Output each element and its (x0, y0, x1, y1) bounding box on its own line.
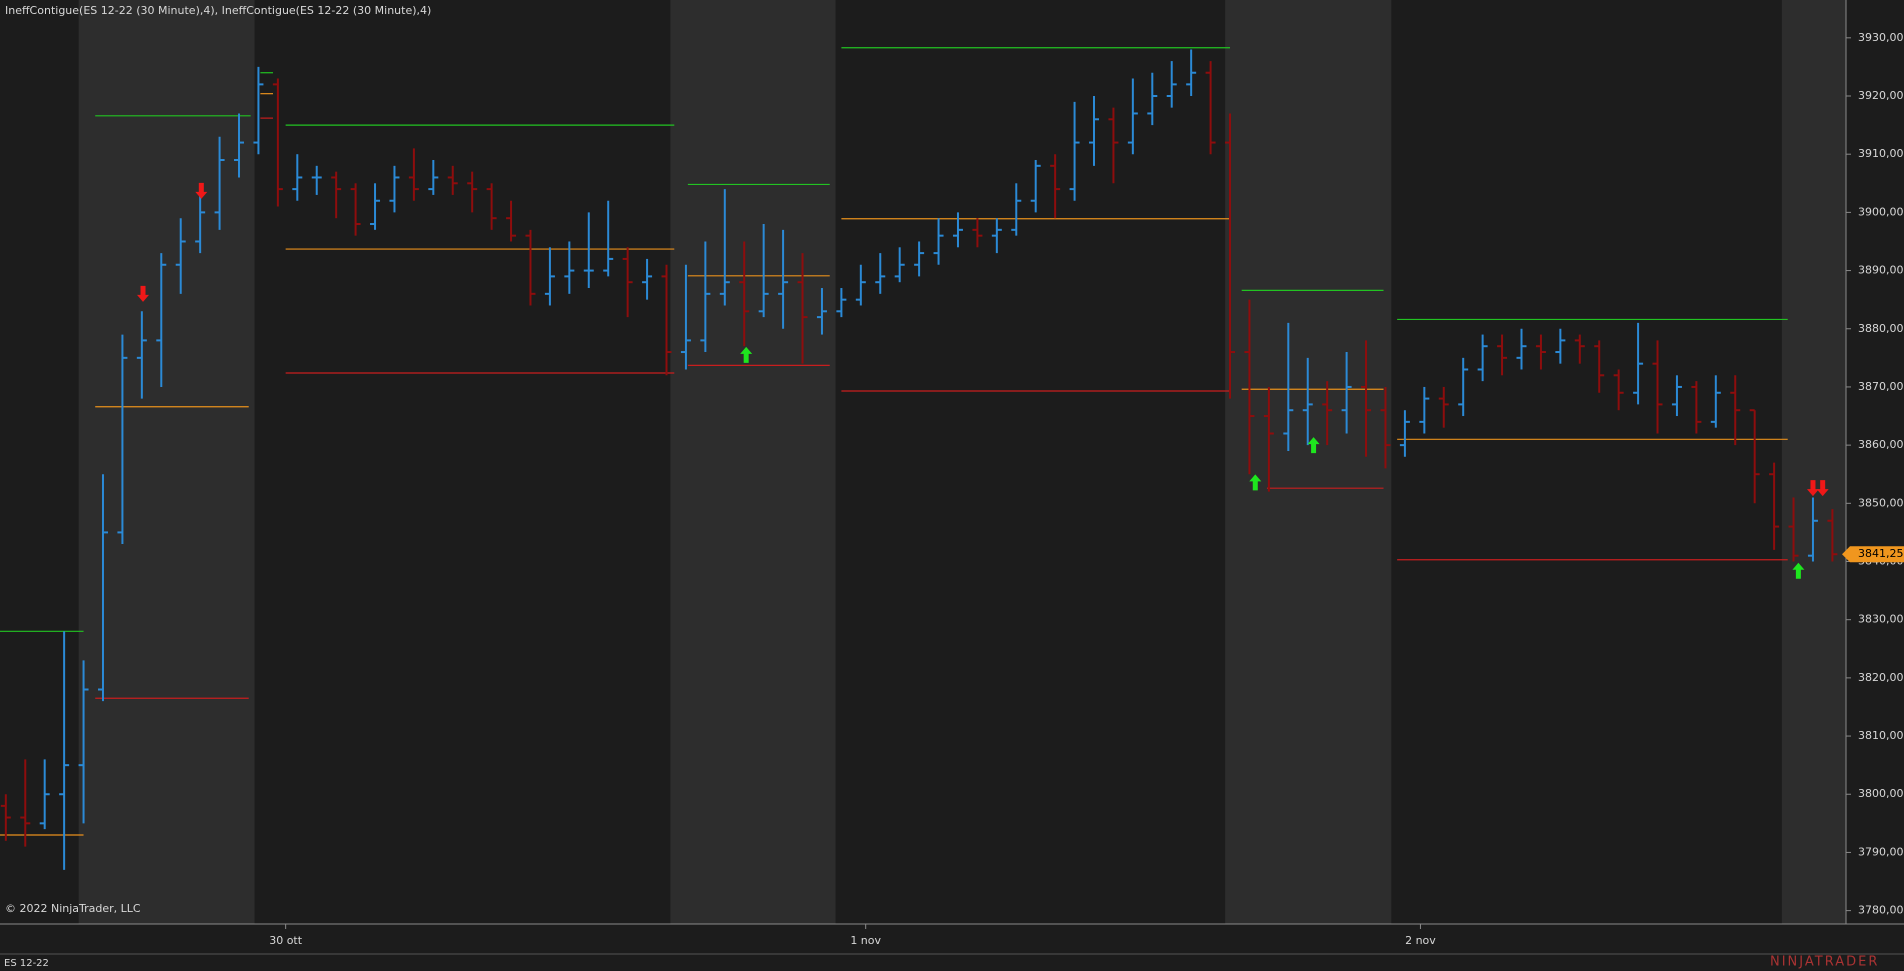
y-tick-label: 3900,00 (1858, 205, 1904, 218)
y-tick-label: 3860,00 (1858, 438, 1904, 451)
y-tick-label: 3910,00 (1858, 147, 1904, 160)
session-band (1781, 0, 1846, 924)
buy-arrow (1792, 562, 1805, 579)
y-tick-label: 3920,00 (1858, 89, 1904, 102)
buy-arrow (740, 346, 753, 363)
y-tick-label: 3800,00 (1858, 787, 1904, 800)
sell-arrow (137, 285, 150, 302)
last-price-tag (1842, 546, 1904, 563)
x-tick-label: 30 ott (269, 934, 303, 947)
y-tick-label: 3830,00 (1858, 613, 1904, 626)
sell-arrow (195, 182, 208, 199)
plot-area (0, 0, 1846, 924)
y-tick-label: 3850,00 (1858, 496, 1904, 509)
session-band (1225, 0, 1392, 924)
buy-arrow (1307, 437, 1320, 454)
y-tick-label: 3780,00 (1858, 904, 1904, 917)
x-tick-label: 1 nov (850, 934, 881, 947)
y-tick-label: 3820,00 (1858, 671, 1904, 684)
sell-arrow (1806, 480, 1819, 497)
y-tick-label: 3930,00 (1858, 31, 1904, 44)
y-tick-label: 3880,00 (1858, 322, 1904, 335)
copyright: © 2022 NinjaTrader, LLC (5, 902, 141, 915)
last-price-label: 3841,25 (1858, 547, 1904, 560)
buy-arrow (1249, 474, 1262, 491)
y-tick-label: 3870,00 (1858, 380, 1904, 393)
y-tick-label: 3810,00 (1858, 729, 1904, 742)
session-band (670, 0, 836, 924)
indicator-title: IneffContigue(ES 12-22 (30 Minute),4), I… (5, 4, 431, 17)
session-band (78, 0, 255, 924)
sell-arrow (1816, 480, 1829, 497)
y-tick-label: 3790,00 (1858, 845, 1904, 858)
logo: NINJATRADER (1770, 955, 1879, 970)
y-tick-label: 3890,00 (1858, 264, 1904, 277)
instrument: ES 12-22 (4, 958, 49, 969)
x-tick-label: 2 nov (1405, 934, 1436, 947)
